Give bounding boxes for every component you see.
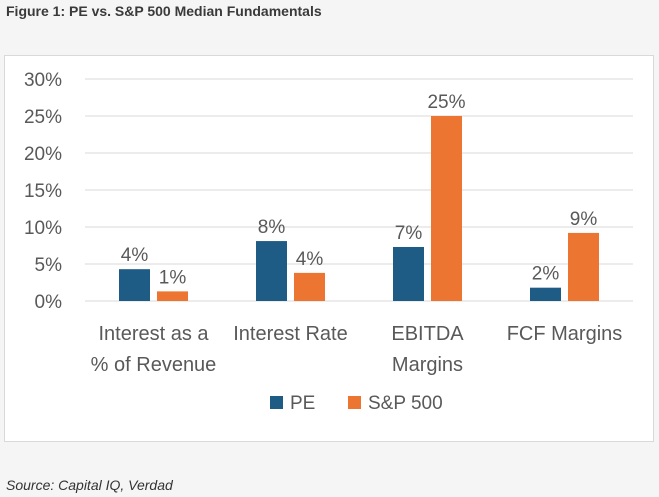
x-category-label: Interest as a (98, 323, 209, 345)
data-label: 8% (258, 217, 286, 238)
x-category-label: FCF Margins (507, 323, 623, 345)
source-note: Source: Capital IQ, Verdad (6, 477, 173, 493)
legend-swatch-sp500 (348, 396, 361, 409)
bar-pe (530, 287, 561, 301)
data-label: 1% (159, 267, 187, 288)
y-tick-label: 15% (24, 181, 62, 202)
x-category-label: Margins (392, 354, 463, 376)
y-tick-label: 0% (35, 292, 63, 313)
y-tick-label: 20% (24, 144, 62, 165)
legend-label-pe: PE (290, 393, 315, 414)
legend-label-sp500: S&P 500 (368, 393, 443, 414)
y-tick-label: 30% (24, 70, 62, 91)
data-label: 2% (532, 264, 560, 285)
bar-sp500 (157, 291, 188, 301)
x-category-label: Interest Rate (233, 323, 348, 345)
x-category-label: EBITDA (391, 323, 464, 345)
x-category-label: % of Revenue (91, 354, 217, 376)
bar-sp500 (568, 232, 599, 301)
data-label: 4% (296, 249, 324, 270)
data-label: 25% (427, 92, 465, 113)
bar-sp500 (431, 116, 462, 301)
y-tick-label: 10% (24, 218, 62, 239)
y-tick-label: 5% (35, 255, 63, 276)
bar-pe (393, 246, 424, 301)
data-label: 4% (121, 245, 149, 266)
bar-sp500 (294, 272, 325, 301)
legend-swatch-pe (270, 396, 283, 409)
data-label: 7% (395, 223, 423, 244)
bar-chart: 0% 5% 10% 15% 20% 25% 30% 4% 1% Interest as a % of… (24, 70, 633, 414)
y-tick-label: 25% (24, 107, 62, 128)
bar-pe (256, 241, 287, 301)
figure-title: Figure 1: PE vs. S&P 500 Median Fundamen… (6, 3, 322, 19)
data-label: 9% (570, 209, 598, 230)
chart-area: 0% 5% 10% 15% 20% 25% 30% 4% 1% Interest as a % of… (4, 55, 654, 442)
bar-pe (119, 269, 150, 301)
